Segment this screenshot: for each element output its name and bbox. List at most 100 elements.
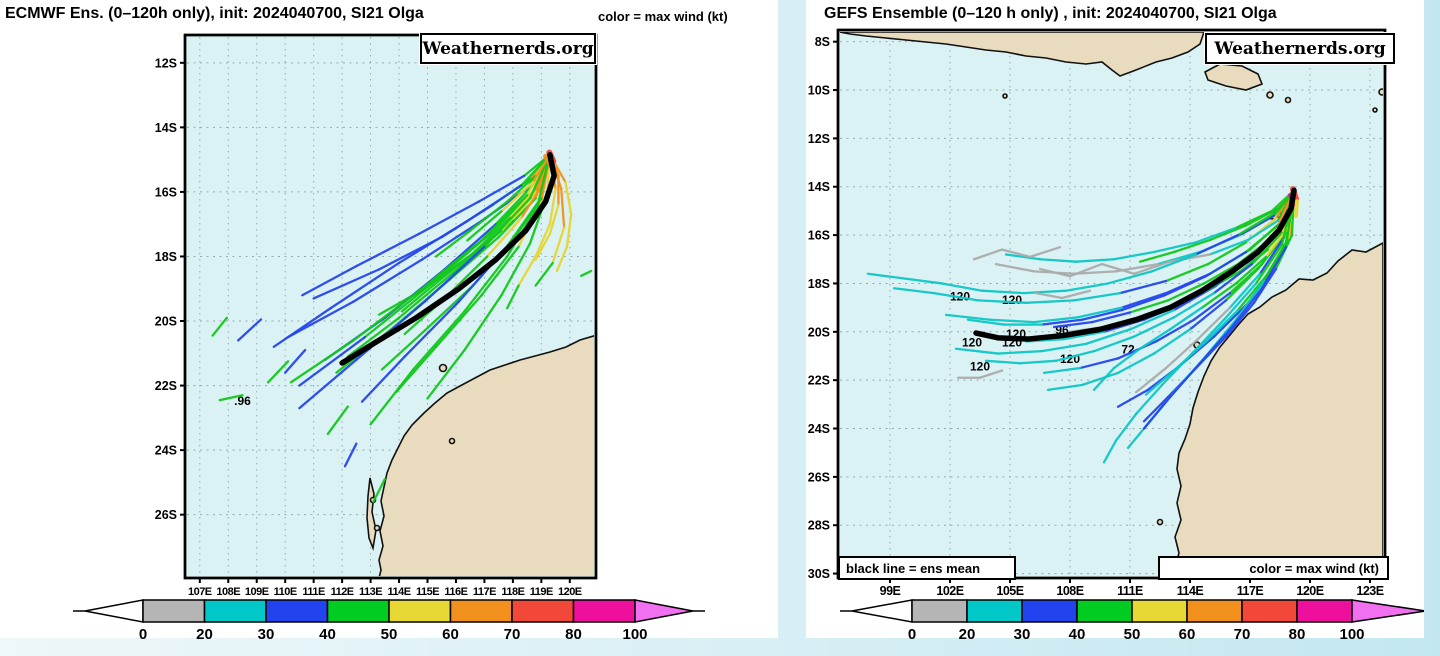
colorbar-tick-label: 20	[196, 626, 213, 643]
watermark-badge: Weathernerds.org	[1205, 33, 1395, 64]
colorbar-tick-label: 20	[959, 626, 976, 643]
ensemble-track-segment	[420, 219, 483, 261]
ensemble-track-segment	[1164, 337, 1200, 370]
ensemble-track-segment	[1092, 366, 1116, 391]
map-frame	[183, 33, 598, 580]
ensemble-track-segment	[1252, 267, 1278, 304]
ensemble-track-segment	[1144, 369, 1176, 396]
ensemble-track-segment	[580, 269, 593, 277]
ensemble-track-segment	[944, 313, 992, 321]
ensemble-track-segment	[1138, 328, 1172, 350]
ensemble-track-segment	[326, 405, 349, 436]
ensemble-track-segment	[284, 348, 307, 374]
ensemble-track-segment	[1134, 366, 1168, 394]
ensemble-track-segment	[534, 223, 552, 258]
ensemble-mean-track	[339, 152, 557, 366]
lon-tick-label: 108E	[216, 586, 240, 598]
ensemble-track-segment	[1054, 349, 1096, 362]
lat-tick-label: 12S	[155, 56, 177, 70]
ensemble-track-segment	[434, 294, 483, 348]
colorbar-segment	[265, 599, 329, 623]
lon-tick-label: 112E	[331, 586, 354, 598]
map-frame	[836, 28, 1387, 580]
lat-tick-label: 18S	[155, 250, 177, 264]
ensemble-tracks	[211, 149, 593, 503]
ensemble-track-segment	[1080, 308, 1124, 321]
colorbar-segment	[911, 599, 968, 623]
ensemble-track-segment	[403, 300, 460, 358]
ensemble-track-segment	[1254, 243, 1284, 285]
colorbar-left-arrow	[851, 599, 913, 623]
colorbar-tick-label: 0	[908, 626, 916, 643]
colorbar-segment	[1021, 599, 1078, 623]
ensemble-track-segment	[1194, 226, 1238, 244]
ensemble-track-segment	[560, 187, 566, 229]
colorbar-segment	[449, 599, 513, 623]
lon-tick-label: 107E	[188, 586, 212, 598]
ensemble-track-segment	[1260, 246, 1288, 290]
colorbar-tick-label: 40	[319, 626, 336, 643]
lon-tick-label: 111E	[1117, 584, 1143, 598]
colorbar-tick-label: 60	[1179, 626, 1196, 643]
ensemble-track-segment	[1206, 241, 1248, 266]
ensemble-track-segment	[360, 355, 406, 403]
ensemble-track-segment	[1106, 270, 1154, 285]
ensemble-track-segment	[1092, 335, 1136, 353]
ensemble-track-segment	[298, 358, 358, 410]
colorbar-tick-label: 60	[442, 626, 459, 643]
ensemble-track-segment	[1000, 248, 1032, 259]
ensemble-track-segment	[1166, 282, 1206, 302]
ensemble-track-segment	[1084, 328, 1132, 346]
ensemble-track-segment	[1154, 318, 1196, 343]
ensemble-track-segment	[1188, 299, 1228, 331]
ensemble-track-segment	[1116, 352, 1156, 375]
ensemble-track-segment	[1204, 308, 1240, 343]
colorbar-segment	[142, 599, 206, 623]
lon-tick-label: 119E	[530, 586, 553, 598]
ensemble-track-segment	[426, 348, 466, 400]
ensemble-track-segment	[1208, 238, 1250, 256]
ensemble-track-segment	[1134, 383, 1164, 416]
ensemble-track-segment	[1024, 299, 1076, 304]
lat-tick-label: 26S	[808, 470, 830, 484]
ensemble-track-segment	[355, 232, 421, 268]
lon-tick-label: 114E	[387, 586, 410, 598]
ensemble-track-segment	[211, 316, 228, 337]
ensemble-track-segment	[1250, 231, 1284, 266]
colorbar-segment	[1131, 599, 1188, 623]
colorbar-segment	[1241, 599, 1298, 623]
ensemble-track-segment	[494, 184, 534, 226]
lon-tick-label: 116E	[444, 586, 467, 598]
ensemble-track-segment	[954, 347, 1000, 355]
hour-label: 120	[970, 359, 990, 373]
ensemble-track-segment	[1118, 279, 1168, 295]
colorbar-segment	[326, 599, 390, 623]
lon-tick-label: 115E	[416, 586, 439, 598]
lon-tick-label: 120E	[558, 586, 582, 598]
ensemble-track-segment	[1200, 282, 1238, 309]
ensemble-track-segment	[1156, 250, 1202, 266]
colorbar-tick-label: 30	[258, 626, 275, 643]
lon-tick-label: 109E	[245, 586, 269, 598]
ensemble-track-segment	[500, 242, 532, 297]
colorbar-tick-label: 100	[1339, 626, 1364, 643]
colorbar-tick-label: 70	[1234, 626, 1251, 643]
lat-tick-label: 14S	[808, 180, 830, 194]
ensemble-track-segment	[500, 181, 534, 213]
ensemble-track-segment	[1190, 318, 1226, 355]
ecmwf-map: .96 107E 108E 109E 110E 111E 112E 113E 114E 115E…	[73, 33, 705, 643]
watermark-badge: Weathernerds.org	[420, 33, 596, 64]
ensemble-track-segment	[400, 284, 435, 313]
gefs-map: 120120120120120120120729624 99E102E105E1…	[808, 28, 1424, 643]
ensemble-track-segment	[443, 223, 497, 271]
hour-label: 120	[962, 335, 982, 349]
ensemble-track-segment	[1168, 306, 1204, 331]
ensemble-track-segment	[480, 193, 529, 242]
ensemble-track-segment	[1228, 272, 1262, 309]
ensemble-track-segment	[434, 229, 472, 258]
ensemble-track-segment	[555, 245, 569, 273]
lat-tick-label: 16S	[155, 185, 177, 199]
ensemble-track-segment	[1224, 267, 1260, 302]
ensemble-track-segment	[520, 181, 546, 219]
ensemble-track-segment	[892, 287, 936, 295]
